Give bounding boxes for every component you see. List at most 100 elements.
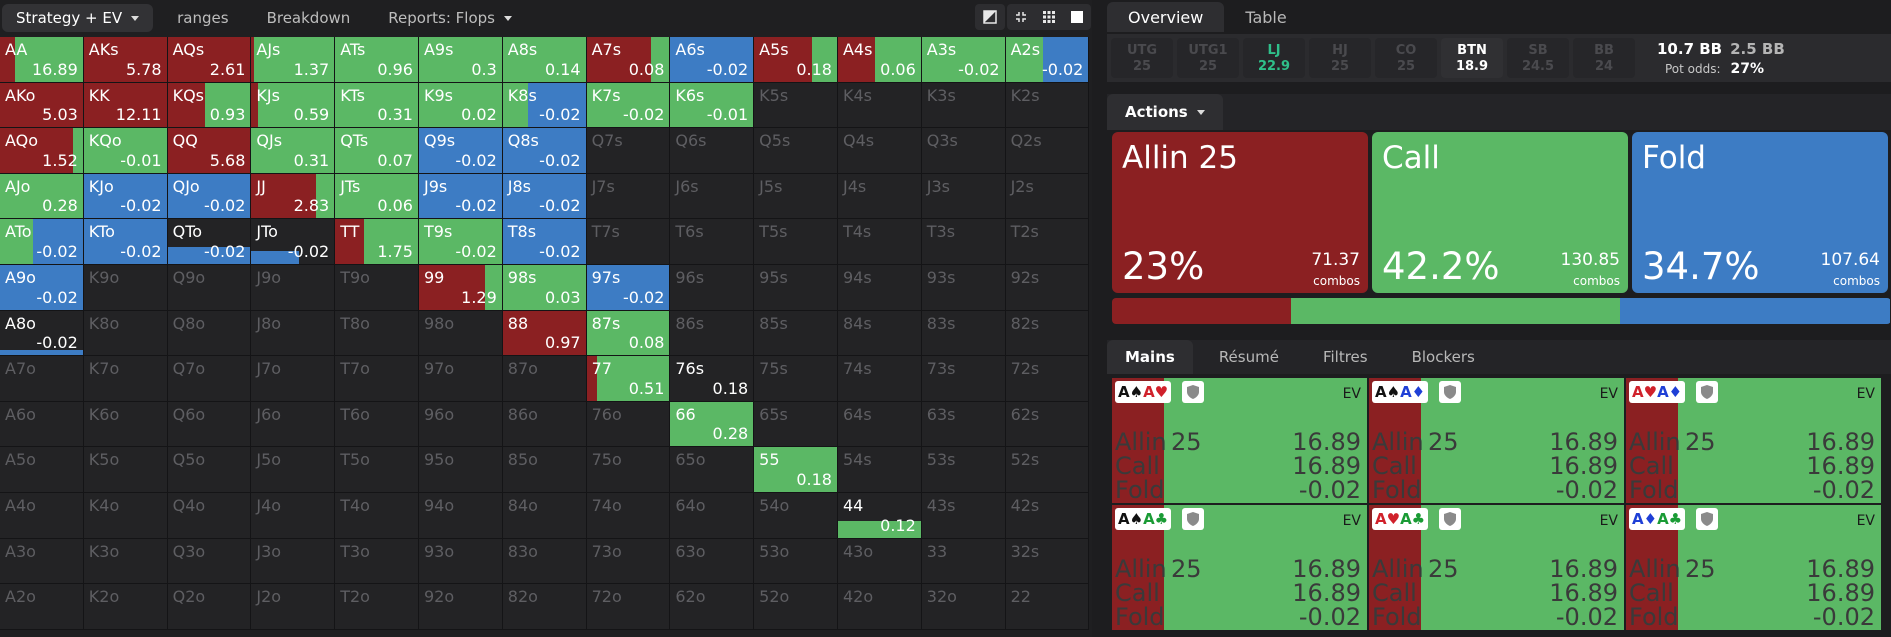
hand-cell[interactable]: Q8s -0.02 — [502, 128, 587, 174]
hand-cell[interactable]: 76s 0.18 — [670, 356, 755, 402]
hand-cell[interactable]: 87s 0.08 — [586, 310, 671, 357]
hand-cell[interactable]: J8s -0.02 — [502, 173, 587, 220]
hand-cell[interactable]: J4s — [837, 173, 922, 220]
hand-cell[interactable]: T5o — [335, 447, 419, 493]
combo-card[interactable]: A ♠ A ♦ EV Allin 25 16.89 Call 16.89 Fold -0.02 — [1369, 378, 1624, 503]
hand-cell[interactable]: T2o — [335, 584, 419, 630]
hand-cell[interactable]: T8s -0.02 — [502, 219, 587, 265]
hand-cell[interactable]: 74s — [837, 356, 922, 402]
compact-view-button[interactable] — [1007, 4, 1035, 30]
hand-cell[interactable]: T4o — [335, 492, 419, 539]
action-card-fold[interactable]: Fold 34.7% 107.64 combos — [1632, 132, 1888, 293]
position-hj[interactable]: HJ 25 — [1309, 38, 1371, 78]
hand-cell[interactable]: A3s -0.02 — [921, 37, 1006, 83]
hand-cell[interactable]: A6o — [0, 401, 84, 448]
hand-cell[interactable]: JTo -0.02 — [251, 219, 336, 265]
hand-cell[interactable]: 95o — [418, 447, 503, 493]
hand-cell[interactable]: 74o — [586, 492, 671, 539]
hand-cell[interactable]: A7o — [0, 356, 84, 402]
hand-cell[interactable]: T6s — [670, 219, 755, 265]
tab-ranges[interactable]: ranges — [163, 4, 242, 32]
hand-cell[interactable]: A4s 0.06 — [837, 37, 922, 83]
hand-cell[interactable]: 86o — [502, 401, 587, 448]
hand-cell[interactable]: K7s -0.02 — [586, 82, 671, 129]
position-co[interactable]: CO 25 — [1375, 38, 1437, 78]
hand-cell[interactable]: 98o — [418, 310, 503, 357]
hand-cell[interactable]: 42o — [837, 584, 922, 630]
hand-cell[interactable]: Q9o — [167, 264, 252, 311]
hand-cell[interactable]: KJs 0.59 — [251, 82, 336, 129]
hand-cell[interactable]: 85s — [754, 310, 838, 357]
hand-cell[interactable]: 63s — [921, 401, 1006, 448]
hand-cell[interactable]: T3s — [921, 219, 1006, 265]
hand-cell[interactable]: 66 0.28 — [670, 401, 755, 448]
hand-cell[interactable]: 73o — [586, 538, 671, 585]
hand-cell[interactable]: A9o -0.02 — [0, 264, 84, 311]
hand-cell[interactable]: 42s — [1005, 492, 1090, 539]
hand-cell[interactable]: 54o — [754, 492, 838, 539]
hand-cell[interactable]: 87o — [502, 356, 587, 402]
hand-cell[interactable]: QQ 5.68 — [167, 128, 252, 174]
hand-cell[interactable]: 93s — [921, 264, 1006, 311]
hand-cell[interactable]: T2s — [1005, 219, 1090, 265]
hand-cell[interactable]: 43s — [921, 492, 1006, 539]
position-sb[interactable]: SB 24.5 — [1507, 38, 1569, 78]
hand-cell[interactable]: 53s — [921, 447, 1006, 493]
hand-cell[interactable]: K2o — [83, 584, 168, 630]
hand-cell[interactable]: A2o — [0, 584, 84, 630]
hand-cell[interactable]: J7s — [586, 173, 671, 220]
hand-cell[interactable]: 43o — [837, 538, 922, 585]
hand-cell[interactable]: Q4s — [837, 128, 922, 174]
hand-cell[interactable]: J2o — [251, 584, 336, 630]
hand-cell[interactable]: J5s — [754, 173, 838, 220]
hand-cell[interactable]: 76o — [586, 401, 671, 448]
hand-cell[interactable]: 92o — [418, 584, 503, 630]
hand-cell[interactable]: A5s 0.18 — [754, 37, 838, 83]
hand-cell[interactable]: Q7o — [167, 356, 252, 402]
hand-cell[interactable]: K3o — [83, 538, 168, 585]
hand-cell[interactable]: 97s -0.02 — [586, 264, 671, 311]
action-card-allin[interactable]: Allin 25 23% 71.37 combos — [1112, 132, 1368, 293]
hand-cell[interactable]: 52s — [1005, 447, 1090, 493]
hand-cell[interactable]: 64o — [670, 492, 755, 539]
hand-cell[interactable]: A8o -0.02 — [0, 310, 84, 357]
hand-cell[interactable]: 65o — [670, 447, 755, 493]
hand-cell[interactable]: QJs 0.31 — [251, 128, 336, 174]
hand-cell[interactable]: T5s — [754, 219, 838, 265]
hand-cell[interactable]: J7o — [251, 356, 336, 402]
hand-cell[interactable]: J2s — [1005, 173, 1090, 220]
hand-cell[interactable]: T7s — [586, 219, 671, 265]
hand-cell[interactable]: A2s -0.02 — [1005, 37, 1090, 83]
shield-icon[interactable] — [1182, 381, 1204, 403]
hand-cell[interactable]: T7o — [335, 356, 419, 402]
hand-cell[interactable]: 22 — [1005, 584, 1090, 630]
hand-cell[interactable]: 64s — [837, 401, 922, 448]
position-lj[interactable]: LJ 22.9 — [1243, 38, 1305, 78]
hand-cell[interactable]: 92s — [1005, 264, 1090, 311]
hand-cell[interactable]: 96o — [418, 401, 503, 448]
hand-cell[interactable]: JTs 0.06 — [335, 173, 419, 220]
tab-table[interactable]: Table — [1224, 2, 1307, 32]
shield-icon[interactable] — [1439, 508, 1461, 530]
hand-cell[interactable]: 85o — [502, 447, 587, 493]
hand-cell[interactable]: T9s -0.02 — [418, 219, 503, 265]
hand-cell[interactable]: 77 0.51 — [586, 356, 671, 402]
hand-cell[interactable]: KTo -0.02 — [83, 219, 168, 265]
hand-cell[interactable]: 52o — [754, 584, 838, 630]
square-view-button[interactable] — [1063, 4, 1091, 30]
hand-cell[interactable]: 98s 0.03 — [502, 264, 587, 311]
hand-cell[interactable]: 62s — [1005, 401, 1090, 448]
hand-cell[interactable]: ATs 0.96 — [335, 37, 419, 83]
shield-icon[interactable] — [1182, 508, 1204, 530]
hand-cell[interactable]: 82o — [502, 584, 587, 630]
tab-overview[interactable]: Overview — [1107, 2, 1225, 32]
hand-cell[interactable]: 44 0.12 — [837, 492, 922, 539]
hand-cell[interactable]: K8s -0.02 — [502, 82, 587, 129]
hand-cell[interactable]: 33 — [921, 538, 1006, 585]
hand-cell[interactable]: J4o — [251, 492, 336, 539]
hand-cell[interactable]: K5o — [83, 447, 168, 493]
hand-cell[interactable]: AKo 5.03 — [0, 82, 84, 129]
hand-cell[interactable]: QTs 0.07 — [335, 128, 419, 174]
hand-cell[interactable]: KQs 0.93 — [167, 82, 252, 129]
hand-cell[interactable]: KJo -0.02 — [83, 173, 168, 220]
